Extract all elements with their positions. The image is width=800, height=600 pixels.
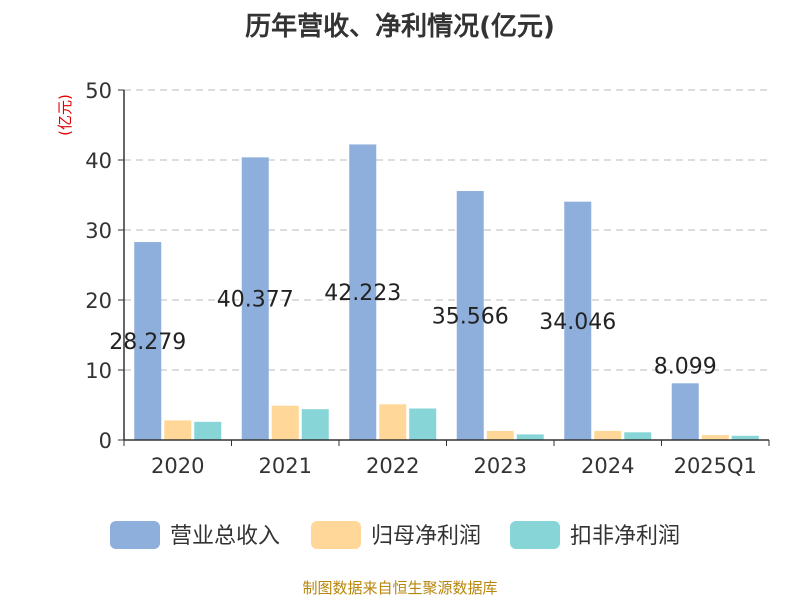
x-tick-label: 2024: [581, 454, 634, 478]
x-tick-label: 2021: [259, 454, 312, 478]
bar-营业总收入: [349, 144, 377, 440]
legend-swatch: [311, 521, 361, 549]
bar-扣非净利润: [731, 435, 759, 440]
bar-归母净利润: [379, 404, 407, 440]
y-tick-label: 40: [85, 149, 112, 173]
legend-swatch: [110, 521, 160, 549]
bar-营业总收入: [456, 191, 484, 440]
bar-扣非净利润: [624, 432, 652, 440]
bar-营业总收入: [671, 383, 699, 440]
x-tick-label: 2023: [474, 454, 527, 478]
source-note: 制图数据来自恒生聚源数据库: [302, 579, 498, 597]
bar-扣非净利润: [194, 421, 222, 440]
bar-扣非净利润: [409, 408, 437, 440]
bar-归母净利润: [164, 420, 192, 440]
x-tick-label: 2020: [151, 454, 204, 478]
data-label: 28.279: [109, 330, 186, 355]
data-label: 8.099: [654, 354, 717, 379]
legend-label: 归母净利润: [371, 524, 481, 549]
bar-扣非净利润: [301, 409, 329, 440]
x-tick-label: 2022: [366, 454, 419, 478]
data-label: 40.377: [217, 288, 294, 313]
bar-归母净利润: [271, 405, 299, 440]
bar-营业总收入: [241, 157, 269, 440]
bar-营业总收入: [134, 242, 162, 440]
chart-title: 历年营收、净利情况(亿元): [245, 12, 555, 42]
y-tick-label: 0: [99, 429, 112, 453]
y-tick-label: 20: [85, 289, 112, 313]
legend-label: 营业总收入: [170, 524, 280, 549]
bar-归母净利润: [486, 430, 514, 440]
bar-营业总收入: [564, 201, 592, 440]
legend-swatch: [510, 521, 560, 549]
y-tick-label: 30: [85, 219, 112, 243]
bar-扣非净利润: [516, 434, 544, 440]
y-tick-label: 10: [85, 359, 112, 383]
bar-归母净利润: [594, 430, 622, 440]
data-label: 34.046: [539, 310, 616, 335]
data-label: 35.566: [432, 305, 509, 330]
data-label: 42.223: [324, 281, 401, 306]
x-tick-label: 2025Q1: [674, 454, 757, 478]
y-axis-label: (亿元): [56, 94, 74, 136]
bar-归母净利润: [701, 435, 729, 440]
legend-label: 扣非净利润: [570, 524, 680, 549]
y-tick-label: 50: [85, 79, 112, 103]
